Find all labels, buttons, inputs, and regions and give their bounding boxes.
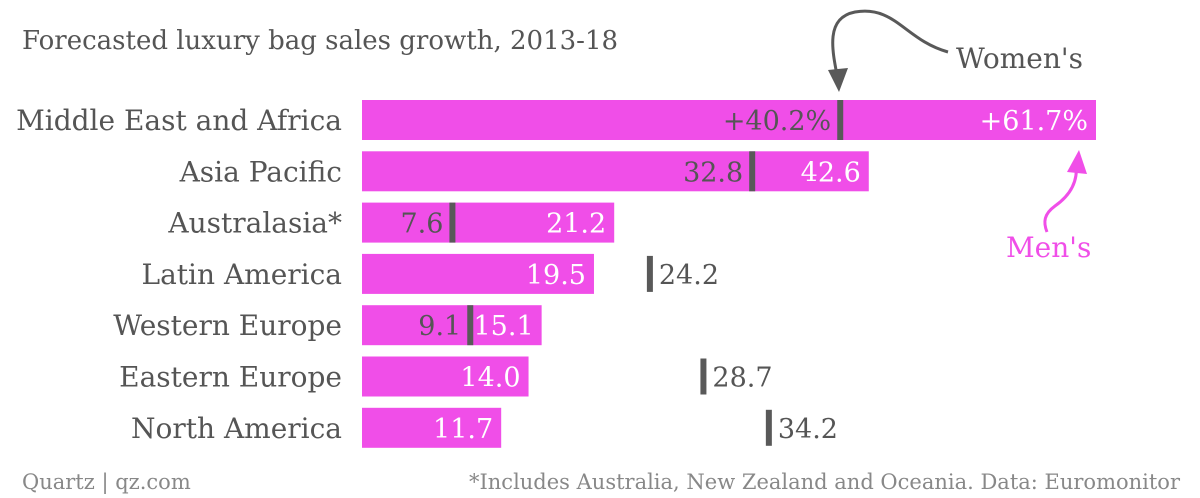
mens-value-label: 11.7 (433, 414, 493, 445)
mens-bar (362, 356, 529, 397)
womens-marker (467, 305, 474, 346)
mens-bar (362, 151, 869, 192)
womens-marker (700, 358, 707, 395)
womens-marker (765, 409, 772, 446)
womens-arrow-line (831, 9, 949, 81)
womens-value-label: 28.7 (712, 363, 772, 394)
category-label: Asia Pacific (179, 155, 342, 188)
category-label: Western Europe (113, 309, 342, 342)
mens-value-label: 21.2 (546, 209, 606, 240)
mens-bar (362, 100, 1096, 140)
mens-arrow-line (1043, 163, 1078, 233)
mens-legend-label: Men's (1006, 231, 1091, 264)
mens-value-label: 15.1 (474, 311, 534, 342)
womens-marker (449, 202, 456, 243)
footer-source-left: Quartz | qz.com (22, 470, 191, 495)
womens-value-label: 34.2 (778, 414, 838, 445)
mens-value-label: 19.5 (526, 260, 586, 291)
mens-value-label: 42.6 (801, 157, 861, 188)
womens-value-label: 24.2 (659, 260, 719, 291)
mens-bar (362, 407, 502, 448)
mens-value-label: 14.0 (460, 363, 520, 394)
footer-source-right: *Includes Australia, New Zealand and Oce… (469, 470, 1181, 494)
womens-marker (749, 151, 756, 192)
womens-value-label: 7.6 (400, 209, 443, 240)
womens-value-label: +40.2% (723, 106, 831, 137)
womens-value-label: 32.8 (683, 157, 743, 188)
mens-bar (362, 305, 542, 346)
womens-marker (837, 100, 844, 140)
womens-arrow-head (828, 68, 848, 92)
category-label: Eastern Europe (119, 361, 342, 394)
category-label: Australasia* (167, 207, 342, 240)
mens-bar (362, 202, 615, 243)
category-label: Latin America (142, 258, 342, 291)
plot-area: Middle East and Africa +61.7% +40.2% Asia P… (16, 100, 1096, 448)
mens-value-label: +61.7% (980, 106, 1088, 137)
mens-bar (362, 253, 594, 294)
womens-marker (646, 255, 653, 292)
category-label: Middle East and Africa (16, 104, 342, 137)
chart-title: Forecasted luxury bag sales growth, 2013… (22, 26, 618, 56)
womens-legend-label: Women's (956, 42, 1083, 75)
womens-value-label: 9.1 (418, 311, 461, 342)
category-label: North America (131, 412, 342, 445)
mens-arrow-head (1067, 150, 1087, 174)
